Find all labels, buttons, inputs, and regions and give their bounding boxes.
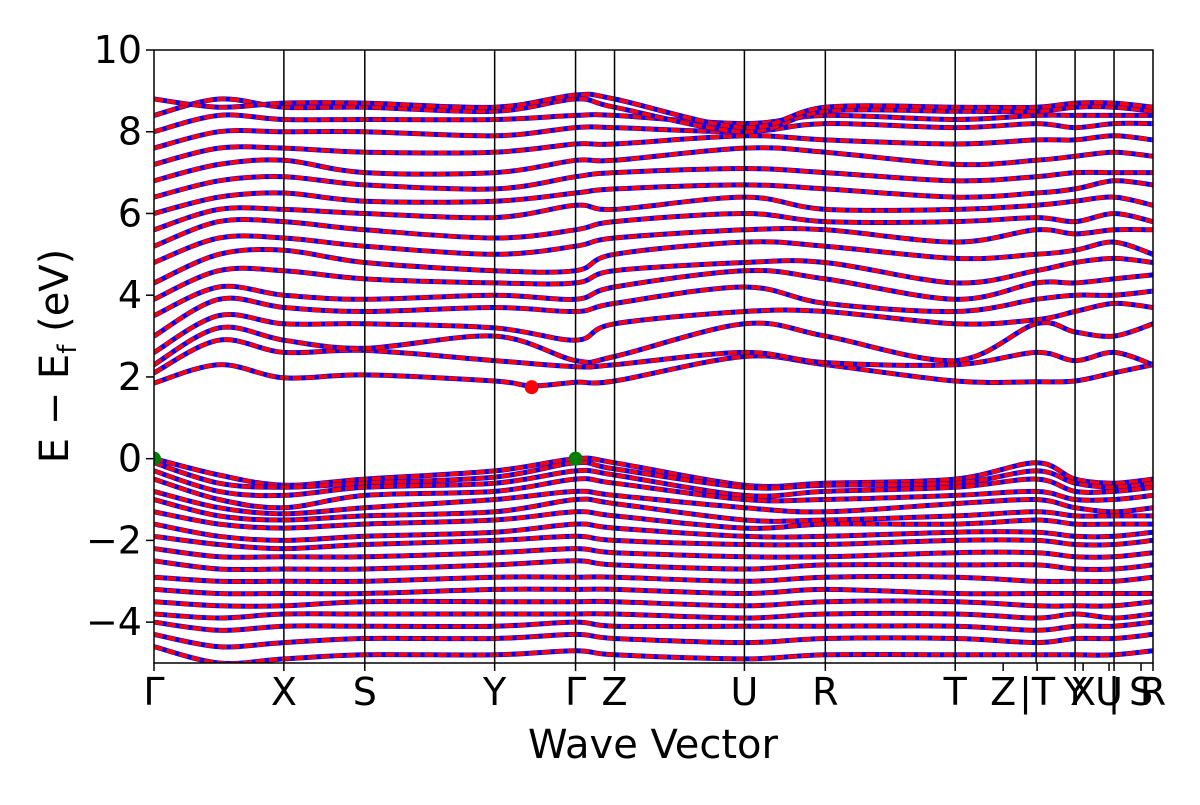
conduction-band-15-spin-up [154,121,1153,151]
y-tick-label-3: 2 [118,355,142,399]
valence-band-4-spin-up [154,489,1153,516]
x-tick-label-7: R [812,670,838,714]
valence-band-3-spin-up [154,476,1153,510]
x-tick-label-4: Γ [565,670,586,714]
y-tick-label-7: 10 [94,28,142,72]
extremum-markers [154,380,583,466]
valence-band-13-spin-up [154,599,1153,609]
y-tick-label-5: 6 [118,191,142,235]
y-axis-label-main: E − E [32,354,78,464]
y-tick-label-1: −2 [86,518,142,562]
x-tick-label-0: Γ [143,670,164,714]
x-tick-label-8: T [943,670,968,714]
conduction-band-14-spin-up [154,133,1153,167]
conduction-band-2-spin-up [154,320,1153,367]
vbm-marker-1 [568,451,583,466]
valence-band-8-spin-up [154,534,1153,551]
conduction-band-3-spin-up [154,301,1153,355]
conduction-band-5-spin-up [154,268,1153,318]
y-axis-label-sub: f [53,344,83,354]
conduction-band-6-spin-up [154,256,1153,302]
y-axis-label-unit: (eV) [32,249,78,345]
conduction-band-16-spin-up [154,112,1153,134]
y-tick-label-6: 8 [118,110,142,154]
x-tick-label-1: X [271,670,297,714]
x-tick-label-15: S [1129,670,1153,714]
conduction-band-7-spin-up [154,239,1153,285]
x-tick-label-12: X [1070,670,1096,714]
x-axis-ticks: Γ X S Y Γ Z U R T Z |T YX U| SR [143,663,1166,715]
x-tick-label-2: S [353,670,377,714]
valence-band-1-spin-up [154,460,1153,491]
valence-band-9-spin-up [154,546,1153,560]
valence-band-17-spin-up [154,644,1153,663]
valence-band-16-spin-up [154,632,1153,649]
y-tick-label-4: 4 [118,273,142,317]
valence-band-14-spin-up [154,611,1153,621]
valence-band-5-spin-up [154,497,1153,524]
x-tick-label-10: |T [1019,670,1056,715]
conduction-band-1-spin-up [154,337,1153,375]
valence-band-6-spin-up [154,509,1153,531]
conduction-band-18-spin-up [154,92,1153,130]
x-tick-label-14: | [1108,670,1121,715]
valence-band-15-spin-up [154,620,1153,633]
x-tick-label-9: Z [990,670,1016,714]
x-tick-label-5: Z [602,670,628,714]
valence-band-2-spin-up [154,468,1153,499]
conduction-band-9-spin-up [154,211,1153,249]
conduction-band-0-spin-up [154,353,1153,388]
x-tick-label-6: U [730,670,758,714]
x-tick-label-16: R [1140,670,1166,714]
y-axis-ticks: −4 −2 0 2 4 6 8 10 [86,28,154,644]
valence-band-11-spin-up [154,574,1153,584]
x-tick-label-13: U [1095,670,1123,714]
plot-frame [153,49,1154,664]
x-tick-label-11: Y [1062,670,1087,714]
valence-band-10-spin-up [154,558,1153,572]
y-axis-label: E − Ef (eV) [32,249,83,464]
conduction-band-12-spin-up [154,166,1153,200]
conduction-band-11-spin-up [154,178,1153,216]
bands-layer [154,91,1153,663]
y-tick-label-0: −4 [86,600,142,644]
conduction-band-17-spin-up [154,96,1153,134]
valence-band-7-spin-up [154,521,1153,543]
kpoint-boundaries [283,50,1115,663]
x-tick-label-3: Y [482,670,507,714]
conduction-band-8-spin-up [154,226,1153,265]
conduction-band-13-spin-up [154,145,1153,183]
x-axis-label: Wave Vector [528,722,779,768]
valence-band-12-spin-up [154,587,1153,596]
conduction-band-10-spin-up [154,195,1153,232]
y-tick-label-2: 0 [118,437,142,481]
conduction-band-4-spin-up [154,284,1153,338]
cbm-marker-2 [524,380,539,395]
vbm-marker-0 [154,451,161,466]
